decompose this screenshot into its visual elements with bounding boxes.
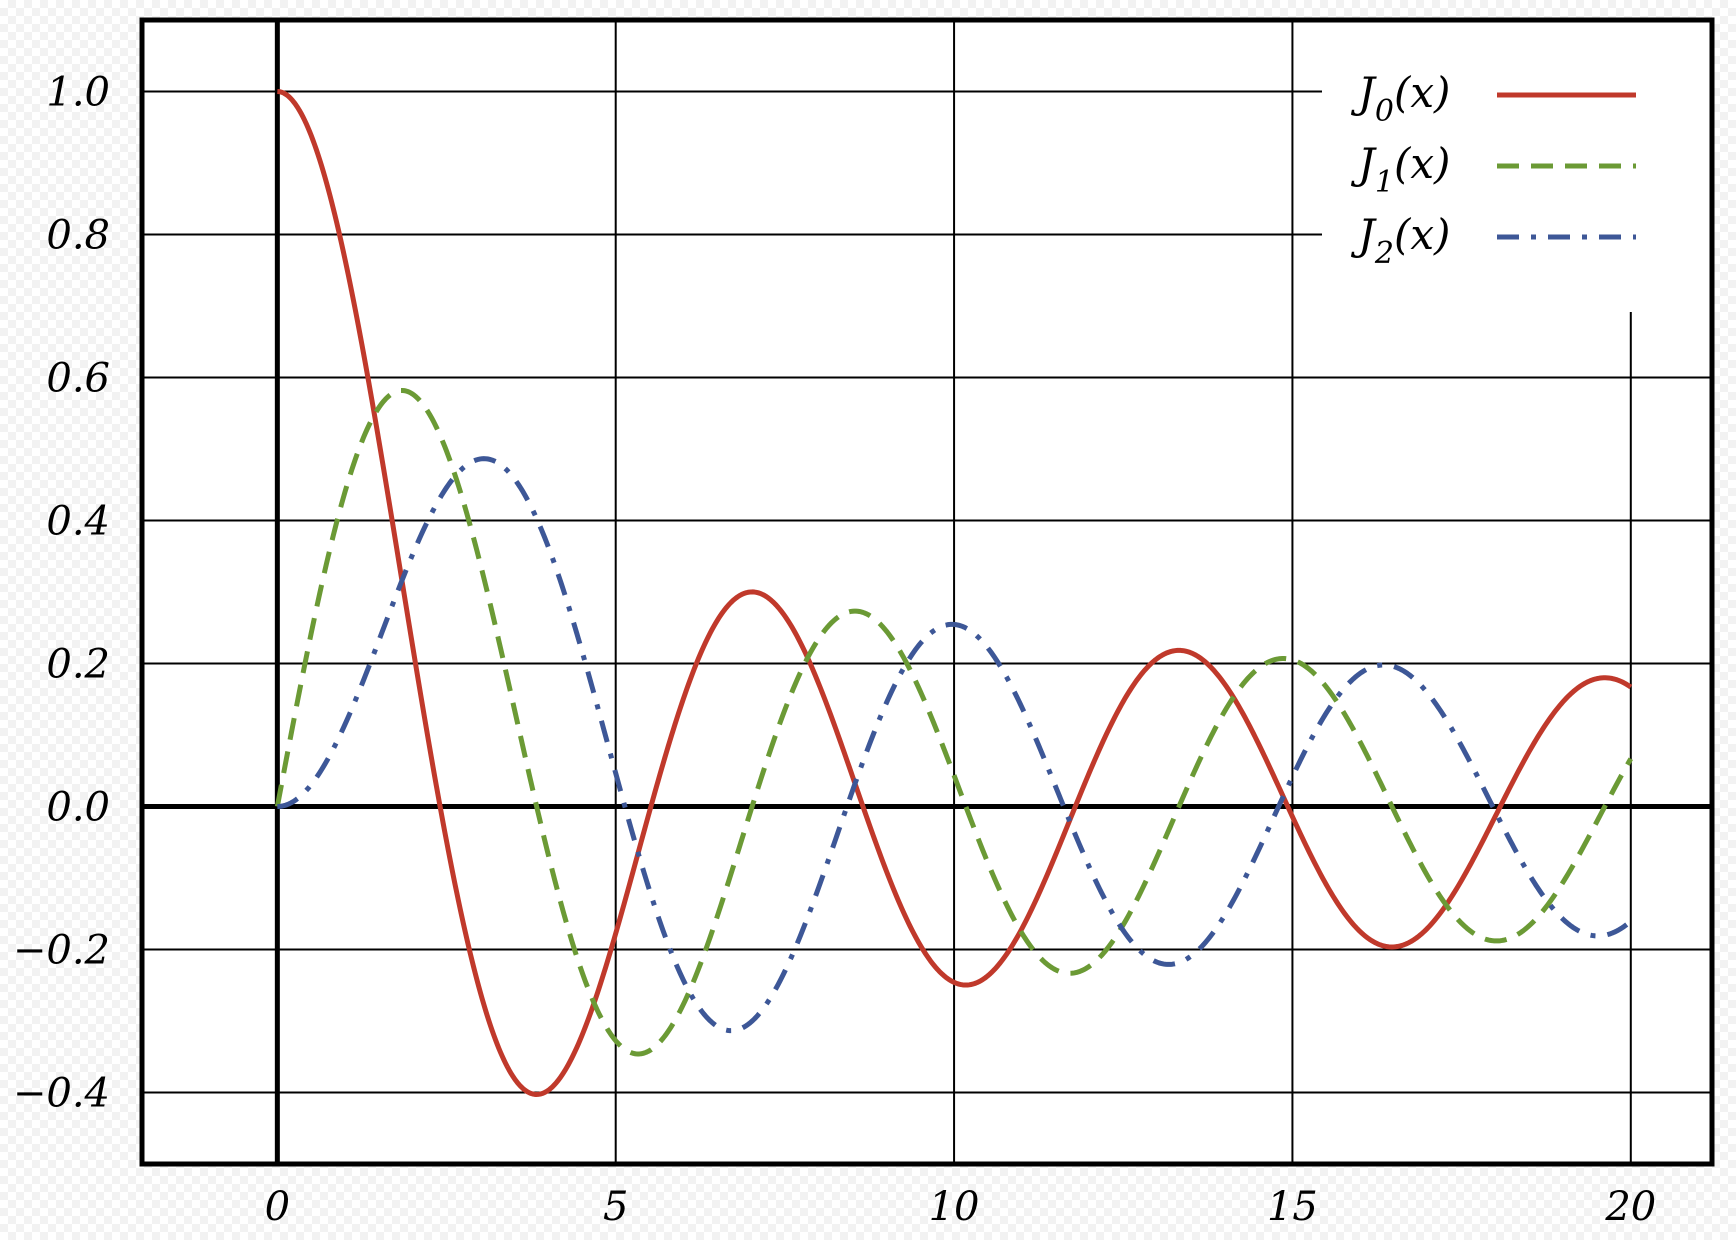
y-tick-label: 0.2 [46,642,110,688]
y-tick-label: 0.8 [46,213,110,259]
y-tick-label: 0.4 [46,499,110,545]
legend-label-subscript: 2 [1374,236,1394,271]
legend-label: J0(x) [1350,68,1450,129]
legend-label-arg: (x) [1394,139,1450,188]
x-tick-label: 15 [1267,1184,1318,1230]
legend-label-subscript: 0 [1375,94,1394,129]
legend-label-arg: (x) [1394,210,1450,259]
legend-entry: J2(x) [1350,210,1636,271]
plot-frame [139,17,1715,1167]
x-tick-label: 10 [929,1184,980,1230]
y-tick-label: 0.6 [46,356,110,402]
series-lines [274,89,1633,1097]
tick-labels: 1.00.80.60.40.20.0−0.2−0.40 5 10 15 20 [13,70,1656,1231]
legend-entry: J0(x) [1350,68,1636,129]
legend-label-subscript: 1 [1375,165,1394,200]
series-line-j1x [274,387,1633,1057]
series-line-j0x [276,89,1633,1097]
y-tick-label: −0.4 [13,1071,110,1117]
y-tick-label: 1.0 [46,70,110,116]
y-tick-label: 0.0 [46,785,110,831]
x-tick-label: 5 [603,1184,628,1230]
y-tick-label: −0.2 [13,928,110,974]
axes [142,20,1712,1164]
plot-background [142,20,1712,1164]
series-line-j2x [276,456,1633,1034]
legend-label-arg: (x) [1394,68,1450,117]
x-tick-label: 0 [265,1184,290,1230]
x-tick-label: 20 [1604,1184,1656,1230]
